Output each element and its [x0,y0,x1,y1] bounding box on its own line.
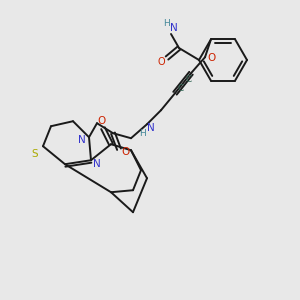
Text: S: S [32,149,38,159]
Text: N: N [93,159,101,169]
Text: O: O [97,116,105,126]
Text: N: N [78,135,86,145]
Text: N: N [147,123,155,133]
Text: N: N [170,23,178,33]
Text: C: C [186,75,192,84]
Text: H: H [139,129,145,138]
Text: C: C [178,84,184,93]
Text: O: O [122,147,130,157]
Text: O: O [208,53,216,63]
Text: H: H [163,19,170,28]
Text: O: O [157,57,165,67]
